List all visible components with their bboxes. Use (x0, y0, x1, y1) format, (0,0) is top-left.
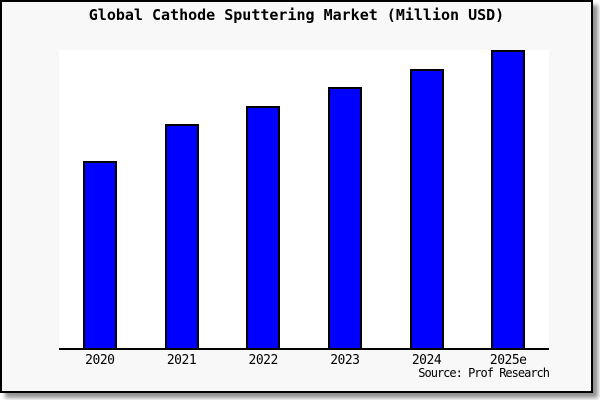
bar-slot-2025e (467, 50, 549, 348)
chart-title: Global Cathode Sputtering Market (Millio… (88, 6, 505, 24)
bar-2021 (164, 124, 199, 348)
x-tick-label-2021: 2021 (166, 353, 197, 368)
bar-slot-2023 (304, 50, 386, 348)
bar-slot-2022 (222, 50, 304, 348)
x-tick-label-2023: 2023 (330, 353, 360, 368)
bar-slot-2020 (59, 50, 141, 348)
x-tick-label-2022: 2022 (248, 353, 279, 368)
chart-frame: Global Cathode Sputtering Market (Millio… (0, 0, 593, 393)
source-note: Source: Prof Research (418, 366, 550, 380)
bar-2020 (82, 161, 117, 348)
bar-slot-2024 (386, 50, 468, 348)
bar-slot-2021 (141, 50, 223, 348)
x-axis-labels: 2020 2021 2022 2023 2024 2025e (59, 353, 549, 368)
x-tick-label-2020: 2020 (85, 353, 115, 368)
bar-2022 (246, 106, 281, 348)
plot-area (59, 50, 549, 350)
x-tick-label-2025e: 2025e (489, 353, 527, 368)
bar-2025e (491, 50, 526, 348)
bar-2023 (327, 87, 362, 348)
x-tick-label-2024: 2024 (411, 353, 442, 368)
bar-2024 (409, 69, 444, 348)
